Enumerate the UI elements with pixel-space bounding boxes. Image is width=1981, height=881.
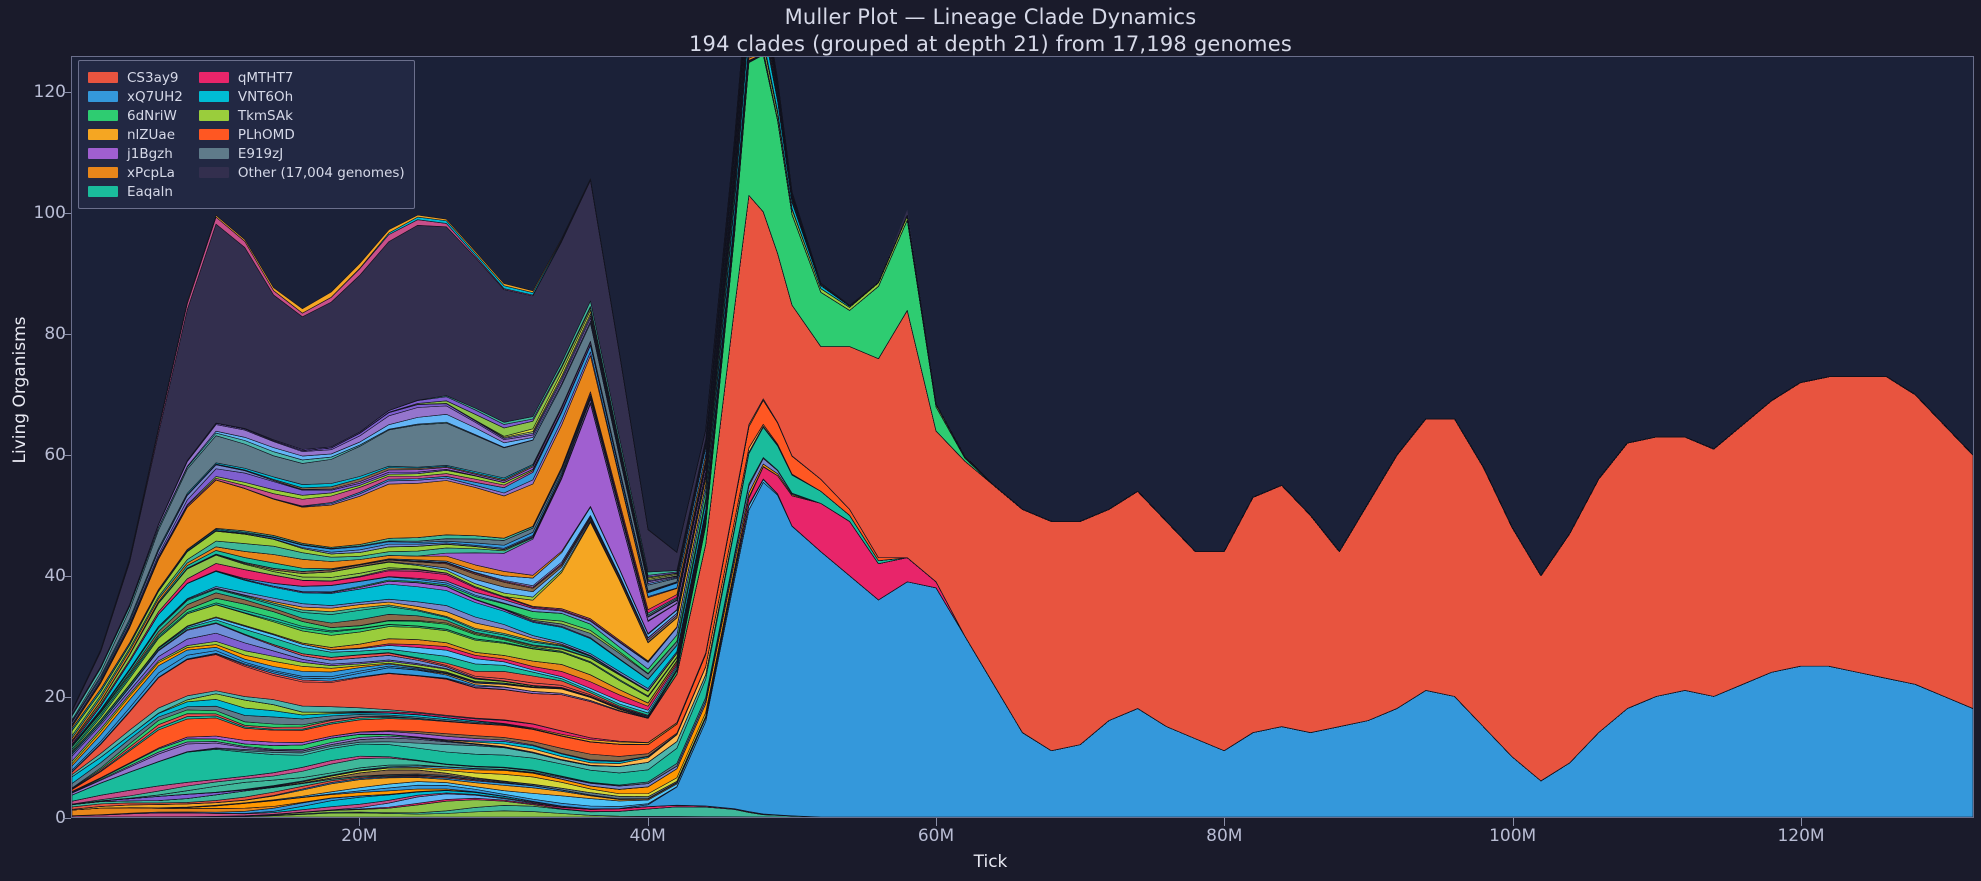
x-tick-mark bbox=[1512, 818, 1514, 826]
legend-swatch-icon bbox=[88, 110, 118, 121]
legend-label: Other (17,004 genomes) bbox=[237, 164, 405, 181]
legend-item-plhomd[interactable]: PLhOMD bbox=[198, 125, 405, 144]
legend-swatch-icon bbox=[88, 148, 118, 159]
muller-stream-svg bbox=[72, 57, 1973, 817]
page-title: Muller Plot — Lineage Clade Dynamics bbox=[784, 5, 1197, 29]
legend-swatch-icon bbox=[198, 148, 229, 159]
chart-legend[interactable]: CS3ay9 xQ7UH2 6dNriW nlZUae j1Bgzh xPcpLa Eaqa… bbox=[78, 60, 415, 209]
legend-item-nlzuae[interactable]: nlZUae bbox=[88, 125, 183, 144]
chart-subtitle: 194 clades (grouped at depth 21) from 17… bbox=[689, 31, 1292, 56]
y-tick-label: 80 bbox=[44, 324, 66, 345]
legend-label: VNT6Oh bbox=[237, 88, 294, 105]
legend-label: CS3ay9 bbox=[127, 69, 179, 86]
y-tick-mark bbox=[63, 818, 71, 819]
legend-item-other[interactable]: Other (17,004 genomes) bbox=[198, 163, 405, 182]
y-tick-label: 60 bbox=[44, 445, 66, 466]
legend-item-xq7uh2[interactable]: xQ7UH2 bbox=[88, 87, 183, 106]
legend-label: xPcpLa bbox=[127, 164, 175, 181]
legend-swatch-icon bbox=[88, 72, 118, 83]
legend-item-vnt6oh[interactable]: VNT6Oh bbox=[198, 87, 405, 106]
legend-swatch-icon bbox=[198, 72, 229, 83]
y-axis-label: Living Organisms bbox=[10, 316, 30, 464]
chart-title-block: Muller Plot — Lineage Clade Dynamics 194… bbox=[0, 4, 1981, 58]
y-tick-mark bbox=[63, 213, 71, 215]
legend-swatch-icon bbox=[88, 91, 118, 102]
x-tick-label: 80M bbox=[1206, 826, 1243, 846]
legend-item-6dnriw[interactable]: 6dNriW bbox=[88, 106, 183, 125]
legend-item-j1bgzh[interactable]: j1Bgzh bbox=[88, 144, 183, 163]
legend-column-1: qMTHT7 VNT6Oh TkmSAk PLhOMD E919zJ Other (17,… bbox=[198, 68, 405, 201]
legend-item-tkmsak[interactable]: TkmSAk bbox=[198, 106, 405, 125]
legend-label: j1Bgzh bbox=[127, 145, 173, 162]
y-tick-mark bbox=[63, 576, 71, 578]
legend-label: 6dNriW bbox=[127, 107, 177, 124]
legend-label: Eaqaln bbox=[127, 183, 173, 200]
legend-column-0: CS3ay9 xQ7UH2 6dNriW nlZUae j1Bgzh xPcpLa Eaqa… bbox=[88, 68, 183, 201]
legend-swatch-icon bbox=[198, 110, 229, 121]
stream-band bbox=[72, 57, 1973, 711]
y-tick-mark bbox=[63, 334, 71, 336]
y-tick-label: 20 bbox=[44, 687, 66, 708]
x-tick-mark bbox=[1801, 818, 1802, 826]
legend-item-qmtht7[interactable]: qMTHT7 bbox=[198, 68, 405, 87]
legend-swatch-icon bbox=[88, 129, 118, 140]
y-tick-label: 0 bbox=[55, 808, 66, 828]
x-tick-label: 60M bbox=[917, 826, 955, 846]
x-tick-label: 20M bbox=[341, 826, 378, 846]
x-axis-label: Tick bbox=[973, 852, 1008, 872]
legend-label: PLhOMD bbox=[237, 126, 295, 143]
x-tick-label: 40M bbox=[629, 826, 666, 846]
legend-label: nlZUae bbox=[127, 126, 176, 143]
legend-label: TkmSAk bbox=[237, 107, 293, 124]
x-tick-mark bbox=[1224, 818, 1226, 826]
legend-item-eaqaln[interactable]: Eaqaln bbox=[88, 182, 183, 201]
legend-item-xpcpla[interactable]: xPcpLa bbox=[88, 163, 183, 182]
legend-item-e919zj[interactable]: E919zJ bbox=[198, 144, 405, 163]
x-tick-mark bbox=[936, 818, 937, 826]
legend-swatch-icon bbox=[88, 167, 118, 178]
y-tick-label: 120 bbox=[33, 82, 66, 103]
y-tick-label: 40 bbox=[44, 566, 66, 587]
legend-swatch-icon bbox=[88, 186, 118, 197]
y-tick-label: 100 bbox=[33, 203, 66, 224]
y-tick-mark bbox=[63, 92, 71, 94]
legend-swatch-icon bbox=[198, 167, 229, 178]
y-tick-mark bbox=[63, 697, 71, 699]
x-tick-mark bbox=[647, 818, 649, 826]
y-tick-mark bbox=[63, 455, 71, 457]
legend-item-cs3ay9[interactable]: CS3ay9 bbox=[88, 68, 183, 87]
x-tick-label: 120M bbox=[1777, 826, 1825, 846]
legend-label: qMTHT7 bbox=[237, 69, 294, 86]
x-tick-label: 100M bbox=[1489, 826, 1537, 846]
legend-swatch-icon bbox=[198, 91, 229, 102]
legend-label: xQ7UH2 bbox=[127, 88, 183, 105]
legend-label: E919zJ bbox=[237, 145, 284, 162]
x-tick-mark bbox=[359, 818, 361, 826]
legend-swatch-icon bbox=[198, 129, 229, 140]
